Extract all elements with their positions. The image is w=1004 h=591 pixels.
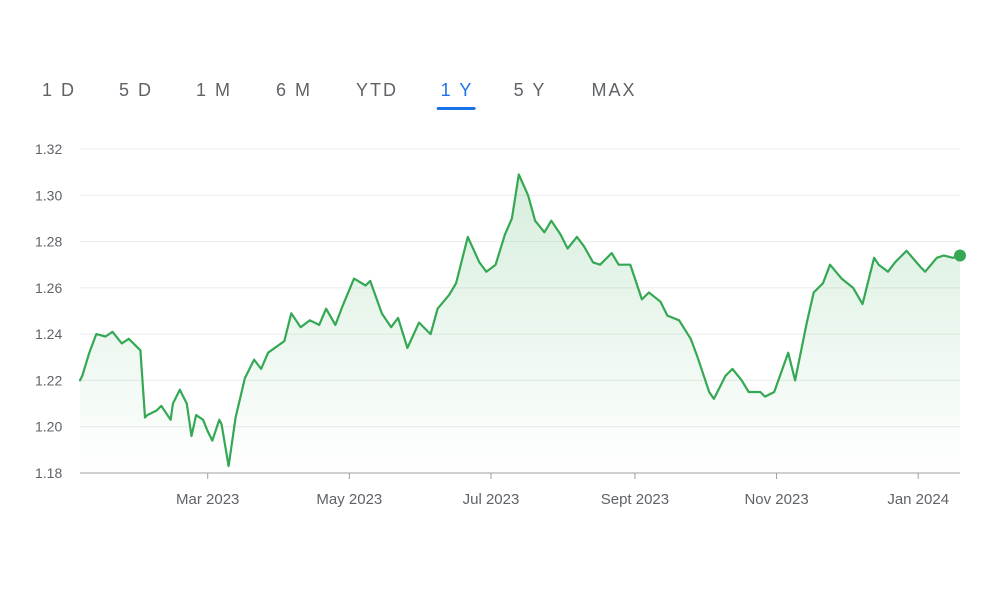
x-axis-labels: Mar 2023 May 2023 Jul 2023 Sept 2023 Nov 202…: [176, 491, 949, 508]
x-tick-label: Sept 2023: [601, 491, 669, 508]
latest-price-marker: [954, 249, 966, 262]
end-marker-layer: [954, 249, 966, 262]
y-tick-label: 1.20: [35, 419, 62, 435]
price-line-layer: [78, 173, 962, 468]
y-tick-label: 1.18: [35, 465, 62, 481]
active-tab-indicator: [436, 107, 476, 110]
range-tab-label: 1 M: [195, 80, 233, 100]
range-tab-1y[interactable]: 1 Y: [436, 76, 476, 110]
price-area: [80, 174, 960, 473]
x-tick-label: Jan 2024: [887, 491, 949, 508]
range-tab-label: 5 Y: [513, 80, 547, 100]
x-axis: [80, 472, 960, 479]
range-tab-5d[interactable]: 5 D: [119, 76, 153, 104]
x-tick-label: May 2023: [316, 491, 382, 508]
price-line: [78, 173, 962, 468]
range-tab-ytd[interactable]: YTD: [356, 76, 398, 104]
x-tick-label: Nov 2023: [744, 491, 808, 508]
y-tick-label: 1.30: [35, 187, 62, 203]
range-tab-label: 1 D: [41, 80, 77, 100]
range-tab-label: 1 Y: [440, 80, 474, 100]
x-tick-label: Jul 2023: [463, 491, 520, 508]
y-tick-label: 1.26: [35, 280, 62, 296]
range-tab-6m[interactable]: 6 M: [276, 76, 312, 104]
range-tab-1d[interactable]: 1 D: [42, 76, 76, 104]
range-tab-1m[interactable]: 1 M: [196, 76, 232, 104]
price-area-fill: [80, 174, 960, 473]
range-tab-label: YTD: [356, 80, 398, 100]
range-tab-label: 6 M: [275, 80, 313, 100]
y-axis: 1.18 1.20 1.22 1.24 1.26 1.28 1.30 1.32: [35, 141, 62, 481]
range-tab-max[interactable]: MAX: [591, 76, 636, 104]
range-tab-label: 5 D: [118, 80, 154, 100]
y-tick-label: 1.32: [35, 141, 62, 157]
range-tab-label: MAX: [591, 80, 637, 100]
y-tick-label: 1.28: [35, 234, 62, 250]
y-tick-label: 1.24: [35, 326, 62, 342]
x-tick-label: Mar 2023: [176, 491, 239, 508]
y-tick-label: 1.22: [35, 372, 62, 388]
range-tab-5y[interactable]: 5 Y: [514, 76, 547, 104]
